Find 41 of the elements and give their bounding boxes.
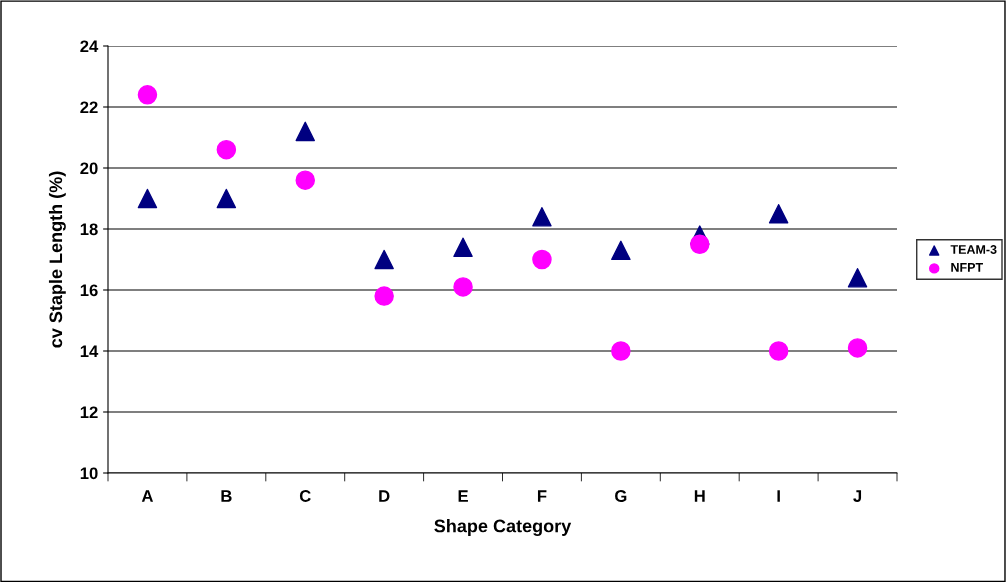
y-tick-label: 16: [80, 284, 98, 297]
point: [532, 207, 552, 227]
x-tick-label: D: [379, 490, 390, 502]
x-tick-label: J: [853, 490, 862, 502]
point: [453, 277, 473, 297]
point: [611, 240, 631, 261]
x-tick-label: G: [615, 490, 627, 502]
y-tick-label: 22: [80, 101, 98, 114]
y-tick-label: 20: [80, 162, 98, 175]
point: [374, 286, 394, 306]
x-tick-label: F: [537, 490, 547, 502]
x-tick-label: I: [777, 490, 780, 502]
legend-label: NFPT: [951, 263, 983, 272]
point: [374, 249, 394, 270]
point: [847, 338, 868, 358]
point: [768, 204, 789, 224]
point: [295, 170, 315, 190]
y-tick-label: 12: [80, 406, 98, 419]
y-tick-label: 18: [80, 223, 98, 236]
point: [847, 268, 868, 288]
y-tick-label: 14: [80, 345, 99, 358]
x-tick-label: B: [221, 490, 232, 502]
point: [137, 188, 158, 209]
x-tick-label: H: [694, 490, 705, 502]
x-tick-label: A: [141, 490, 154, 502]
y-axis-title: cv Staple Length (%): [48, 171, 66, 348]
point: [453, 237, 473, 258]
point: [216, 139, 237, 160]
point: [295, 121, 315, 142]
point: [137, 85, 158, 105]
point: [216, 188, 237, 209]
point: [532, 249, 552, 270]
point: [611, 341, 631, 361]
x-tick-label: C: [299, 490, 311, 502]
legend-label: TEAM-3: [950, 245, 997, 254]
point: [768, 341, 789, 361]
point: [690, 234, 710, 254]
x-axis-title: Shape Category: [434, 519, 572, 536]
y-tick-label: 10: [80, 467, 98, 480]
y-tick-label: 24: [80, 40, 99, 53]
x-tick-label: E: [458, 490, 468, 502]
